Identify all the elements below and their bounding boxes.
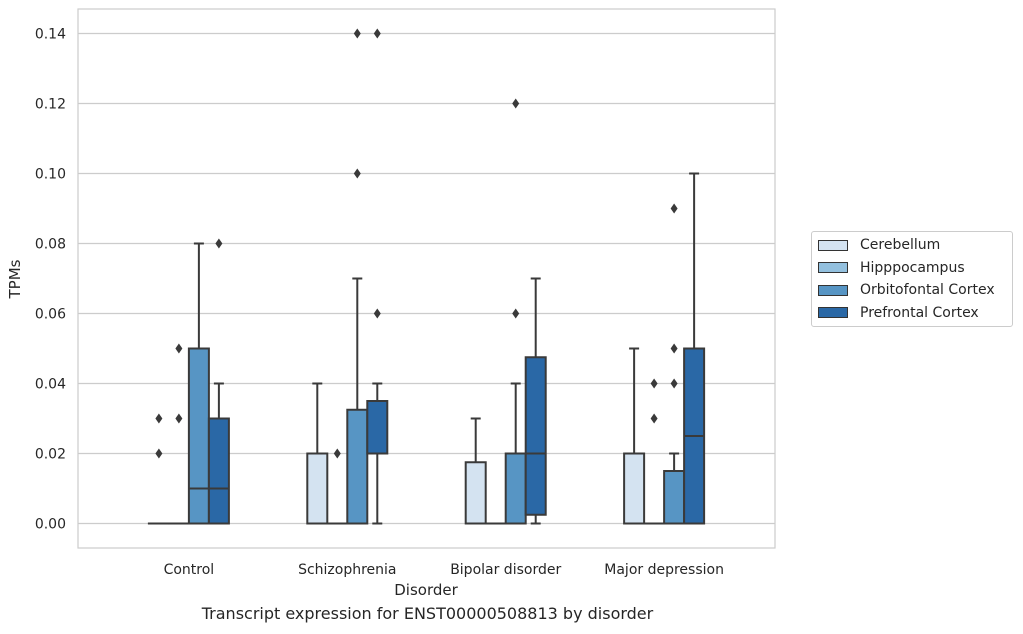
y-tick-label: 0.02	[35, 447, 66, 463]
legend-item: Orbitofontal Cortex	[818, 280, 995, 300]
box-body	[187, 347, 210, 525]
box-body	[504, 452, 527, 525]
y-tick-label: 0.08	[35, 237, 66, 253]
y-tick-label: 0.14	[35, 27, 66, 43]
box-body	[663, 470, 686, 525]
outlier-point	[175, 413, 183, 424]
outlier-point	[373, 308, 381, 319]
box-body	[306, 452, 329, 525]
box-prefrontal-cortex	[366, 28, 389, 525]
x-tick-label: Schizophrenia	[298, 562, 396, 578]
box-cerebellum	[464, 417, 487, 525]
legend-label: Orbitofontal Cortex	[860, 282, 995, 298]
outlier-point	[670, 203, 678, 214]
legend-swatch	[818, 307, 848, 318]
outlier-point	[353, 28, 361, 39]
outlier-point	[353, 168, 361, 179]
outlier-point	[175, 343, 183, 354]
legend-label: Prefrontal Cortex	[860, 304, 979, 321]
legend-item: Hipppocampus	[818, 258, 965, 278]
y-axis-label: TPMs	[6, 259, 24, 299]
box-body	[346, 408, 369, 525]
legend-item: Cerebellum	[818, 235, 940, 255]
box-prefrontal-cortex	[524, 277, 547, 525]
outlier-point	[155, 413, 163, 424]
box-prefrontal-cortex	[683, 172, 706, 525]
legend-swatch	[818, 262, 848, 273]
legend-label: Hipppocampus	[860, 259, 965, 276]
outlier-point	[373, 28, 381, 39]
outlier-point	[512, 308, 520, 319]
outlier-point	[650, 413, 658, 424]
y-tick-label: 0.10	[35, 167, 66, 183]
outlier-point	[333, 448, 341, 459]
box-body	[366, 400, 389, 455]
box-cerebellum	[306, 382, 329, 525]
outlier-point	[650, 378, 658, 389]
legend-item: Prefrontal Cortex	[818, 303, 979, 323]
box-orbitofontal-cortex	[504, 98, 527, 525]
box-orbitofontal-cortex	[187, 242, 210, 525]
y-tick-label: 0.06	[35, 307, 66, 323]
legend-swatch	[818, 239, 848, 251]
plot-frame	[77, 8, 776, 549]
outlier-point	[670, 343, 678, 354]
box-hipppocampus	[167, 343, 190, 525]
outlier-point	[215, 238, 223, 249]
figure-caption: Transcript expression for ENST0000050881…	[201, 604, 654, 623]
box-cerebellum	[147, 413, 170, 525]
box-body	[464, 461, 487, 525]
box-prefrontal-cortex	[207, 238, 230, 525]
box-orbitofontal-cortex	[663, 203, 686, 525]
box-body	[623, 452, 646, 525]
legend: Cerebellum Hipppocampus Orbitofontal Corte…	[811, 231, 1013, 327]
x-tick-label: Control	[164, 562, 215, 578]
x-axis-label: Disorder	[394, 581, 458, 599]
boxes	[147, 28, 706, 525]
legend-swatch	[818, 284, 848, 296]
box-body	[524, 356, 547, 516]
outlier-point	[512, 98, 520, 109]
x-tick-label: Major depression	[604, 562, 724, 578]
y-tick-label: 0.12	[35, 97, 66, 113]
outlier-point	[155, 448, 163, 459]
y-tick-label: 0.00	[35, 517, 66, 533]
axis-ticks: 0.00 0.02 0.04 0.06 0.08 0.10 0.12 0.14 Control S…	[35, 27, 724, 579]
legend-label: Cerebellum	[860, 237, 941, 253]
outlier-point	[670, 378, 678, 389]
box-orbitofontal-cortex	[346, 28, 369, 525]
x-tick-label: Bipolar disorder	[450, 562, 561, 578]
box-hipppocampus	[326, 448, 349, 525]
box-cerebellum	[623, 347, 646, 525]
box-body	[207, 417, 230, 525]
gridlines	[78, 32, 775, 525]
box-hipppocampus	[643, 378, 666, 525]
y-tick-label: 0.04	[35, 377, 66, 393]
